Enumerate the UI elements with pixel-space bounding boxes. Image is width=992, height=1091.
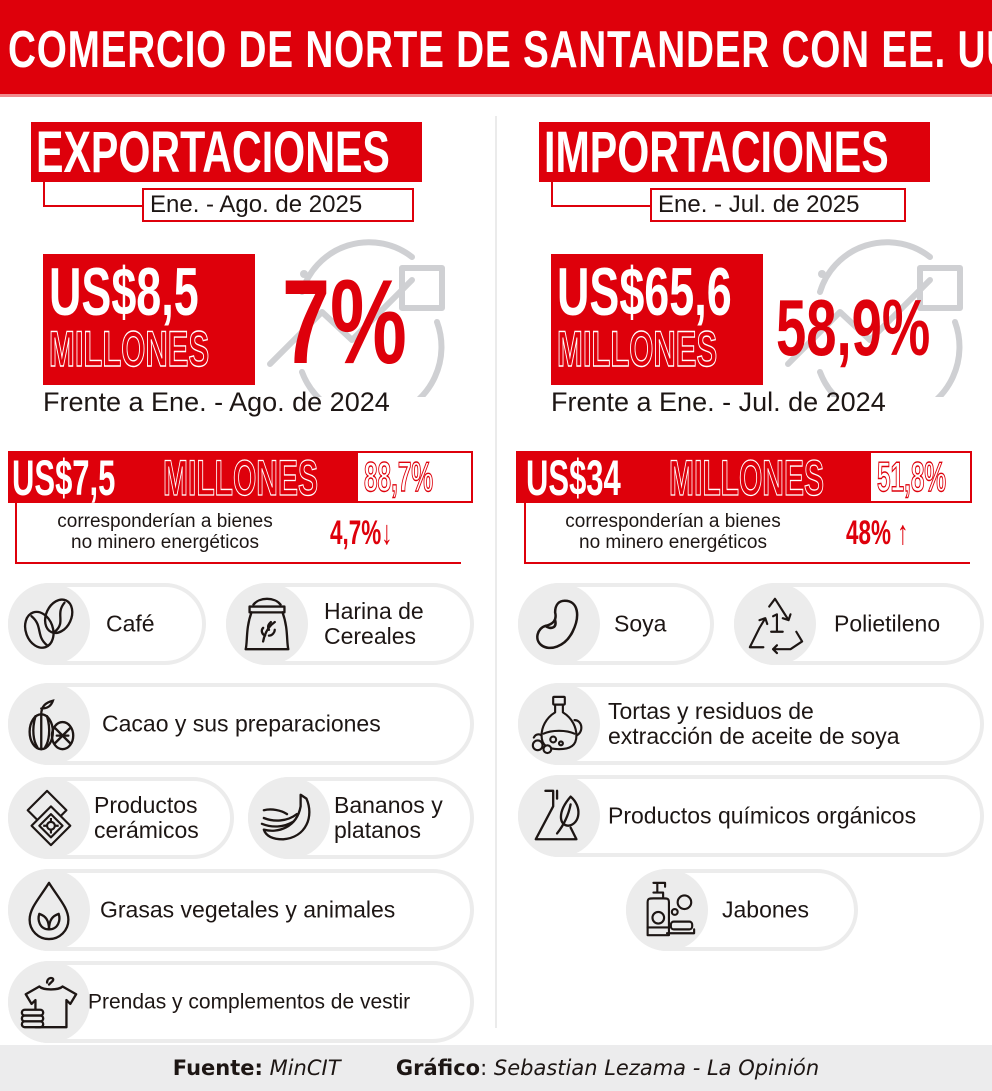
imports-change-pct: 58,9%: [776, 283, 931, 372]
source-label: Fuente:: [172, 1056, 263, 1080]
product-label: Prendas y complementos de vestir: [88, 990, 411, 1014]
imports-sub-value: US$34: [526, 451, 621, 503]
desc-line-2: no minero energéticos: [71, 532, 259, 553]
imports-value: US$65,6: [557, 254, 732, 330]
arrow-up-icon: ↑: [897, 514, 909, 552]
oil-bottle-icon: [518, 683, 600, 765]
product-label: Harina de Cereales: [324, 599, 424, 649]
product-label: Soya: [614, 610, 667, 637]
change-value: 48%: [846, 514, 891, 552]
product-pill-jabones: Jabones: [626, 869, 858, 951]
title-connector: [551, 175, 656, 207]
product-label: Jabones: [722, 896, 809, 923]
imports-sub-frame: [524, 492, 970, 564]
source-value: MinCIT: [269, 1056, 341, 1080]
page-title: COMERCIO DE NORTE DE SANTANDER CON EE. U…: [8, 21, 992, 79]
desc-line-1: corresponderían a bienes: [565, 511, 781, 532]
credit-colon: :: [480, 1056, 488, 1080]
product-pill-cafe: Café: [8, 583, 206, 665]
label-line-2: platanos: [334, 817, 421, 843]
product-label: Polietileno: [834, 610, 941, 637]
product-pill-quimicos: Productos químicos orgánicos: [518, 775, 984, 857]
exports-change-pct: 7%: [282, 255, 407, 389]
coffee-beans-icon: [8, 583, 90, 665]
change-value: 4,7%: [330, 514, 382, 552]
label-line-1: Tortas y residuos de: [608, 698, 814, 724]
product-label: Cacao y sus preparaciones: [102, 710, 381, 737]
ceramic-tiles-icon: [8, 777, 90, 859]
imports-title: IMPORTACIONES: [544, 122, 889, 182]
product-label: Productos químicos orgánicos: [608, 802, 917, 829]
label-line-2: cerámicos: [94, 817, 199, 843]
exports-title-box: EXPORTACIONES: [31, 122, 422, 182]
exports-sub-frame: [15, 492, 461, 564]
flask-leaf-icon: [518, 775, 600, 857]
imports-share: 51,8%: [877, 453, 947, 500]
imports-value-box: US$65,6 MILLONES: [551, 254, 763, 385]
trend-up-icon: [785, 239, 963, 397]
exports-unit: MILLONES: [49, 321, 210, 377]
product-pill-ceramicos: Productos cerámicos: [8, 777, 234, 859]
product-label: Grasas vegetales y animales: [100, 896, 396, 923]
product-pill-grasas: Grasas vegetales y animales: [8, 869, 474, 951]
label-line-2: extracción de aceite de soya: [608, 723, 900, 749]
trend-up-icon: [267, 239, 445, 397]
bananas-icon: [248, 777, 330, 859]
clothing-icon: [8, 961, 90, 1043]
exports-share-box: 88,7%: [356, 451, 473, 503]
imports-sub-desc: corresponderían a bienes no minero energ…: [538, 511, 808, 553]
desc-line-2: no minero energéticos: [579, 532, 767, 553]
cocoa-pod-icon: [8, 683, 90, 765]
exports-value: US$8,5: [49, 254, 199, 330]
label-line-2: Cereales: [324, 623, 417, 649]
arrow-down-icon: ↓: [381, 514, 393, 552]
imports-sub-unit: MILLONES: [669, 451, 825, 503]
recycle-pet-1-icon: [734, 583, 816, 665]
imports-sub-bar: US$34 MILLONES: [516, 451, 871, 503]
credit-label: Gráfico: [395, 1056, 481, 1080]
product-pill-polietileno: Polietileno: [734, 583, 984, 665]
credit-value: Sebastian Lezama - La Opinión: [493, 1056, 820, 1080]
flour-sack-icon: [226, 583, 308, 665]
soap-icon: [626, 869, 708, 951]
product-label: Bananos y platanos: [334, 793, 443, 843]
imports-sub-change: 48% ↑: [846, 516, 908, 550]
imports-comparison: Frente a Ene. - Jul. de 2024: [551, 387, 886, 417]
exports-comparison: Frente a Ene. - Ago. de 2024: [43, 387, 390, 417]
product-pill-tortas: Tortas y residuos de extracción de aceit…: [518, 683, 984, 765]
product-pill-soya: Soya: [518, 583, 714, 665]
imports-share-box: 51,8%: [869, 451, 972, 503]
column-divider: [495, 116, 497, 1028]
soy-bean-icon: [518, 583, 600, 665]
imports-period: Ene. - Jul. de 2025: [650, 188, 906, 222]
desc-line-1: corresponderían a bienes: [57, 511, 273, 532]
product-label: Café: [106, 610, 155, 637]
product-pill-bananos: Bananos y platanos: [248, 777, 474, 859]
exports-period: Ene. - Ago. de 2025: [142, 188, 414, 222]
header-banner: COMERCIO DE NORTE DE SANTANDER CON EE. U…: [0, 0, 992, 97]
product-label: Tortas y residuos de extracción de aceit…: [608, 699, 900, 749]
label-line-1: Productos: [94, 792, 198, 818]
product-pill-prendas: Prendas y complementos de vestir: [8, 961, 474, 1043]
label-line-1: Harina de: [324, 598, 424, 624]
product-label: Productos cerámicos: [94, 793, 199, 843]
product-pill-harina: Harina de Cereales: [226, 583, 474, 665]
exports-share: 88,7%: [364, 453, 434, 500]
product-pill-cacao: Cacao y sus preparaciones: [8, 683, 474, 765]
footer-credits: Fuente: MinCIT Gráfico: Sebastian Lezama…: [0, 1045, 992, 1091]
oil-drop-leaf-icon: [8, 869, 90, 951]
exports-sub-change: 4,7%↓: [330, 516, 392, 550]
exports-sub-desc: corresponderían a bienes no minero energ…: [30, 511, 300, 553]
label-line-1: Bananos y: [334, 792, 443, 818]
exports-sub-bar: US$7,5 MILLONES: [8, 451, 358, 503]
exports-value-box: US$8,5 MILLONES: [43, 254, 255, 385]
exports-sub-unit: MILLONES: [163, 451, 319, 503]
imports-unit: MILLONES: [557, 321, 718, 377]
title-connector: [43, 175, 148, 207]
imports-title-box: IMPORTACIONES: [539, 122, 930, 182]
exports-sub-value: US$7,5: [12, 451, 116, 503]
exports-title: EXPORTACIONES: [36, 122, 390, 182]
